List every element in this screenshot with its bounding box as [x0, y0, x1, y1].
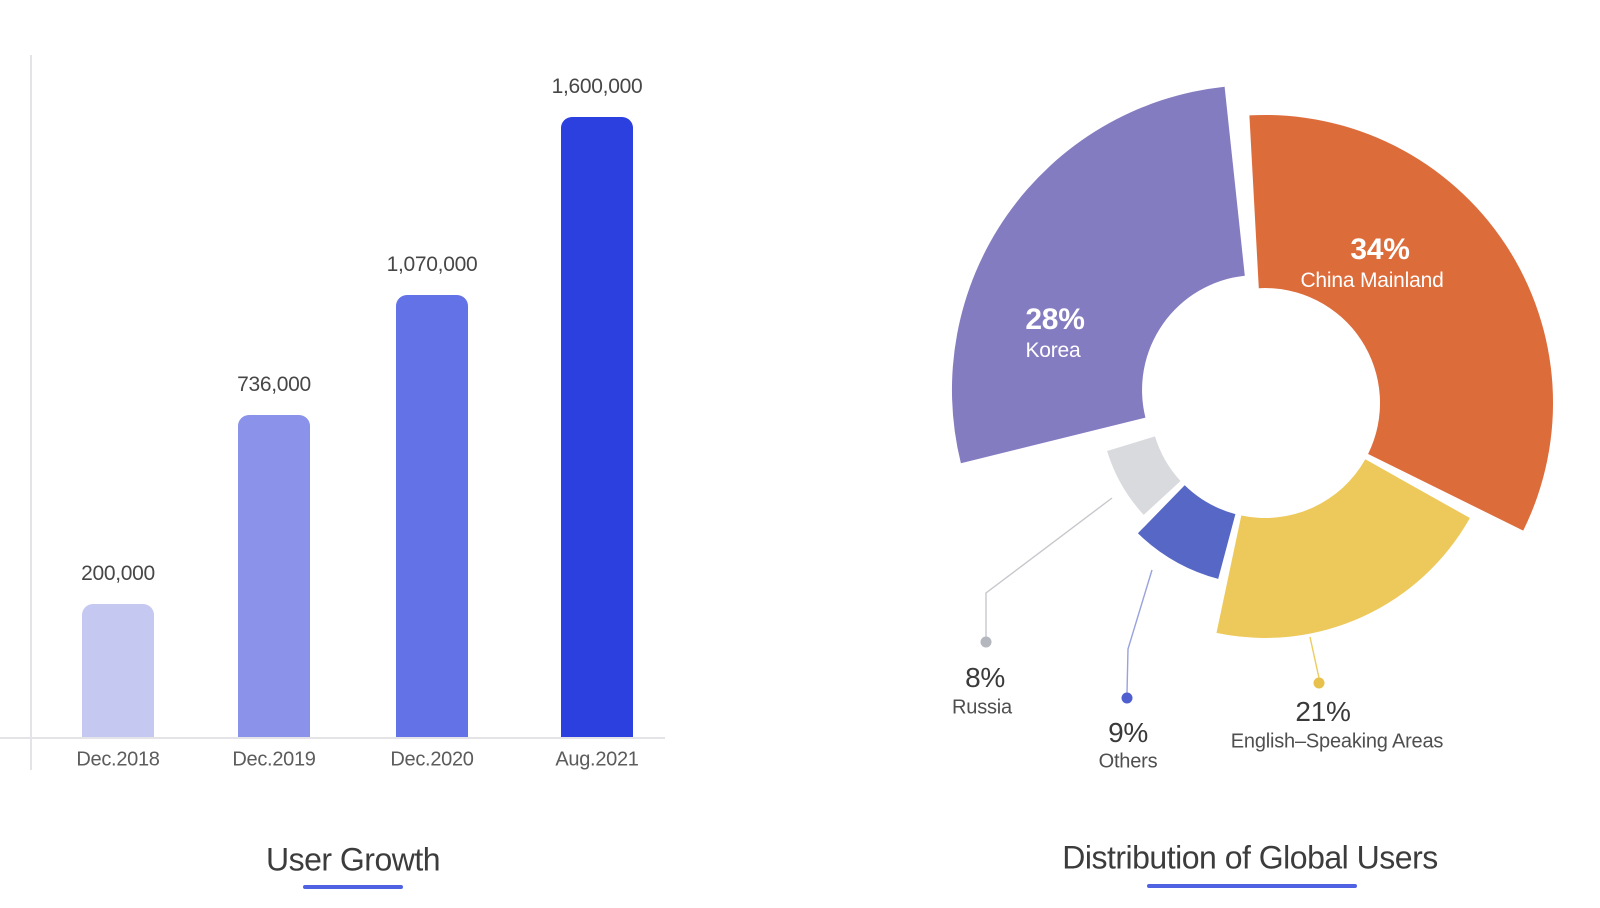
- bar-dec-2020: [396, 295, 468, 737]
- x-tick-dec-2018: Dec.2018: [76, 748, 160, 771]
- callout-line-others: [1126, 569, 1153, 694]
- callout-dot-russia: [980, 636, 992, 648]
- pie-chart-title-underline: [1147, 884, 1357, 888]
- bar-value-label-dec-2019: 736,000: [237, 373, 311, 396]
- name-label-russia: Russia: [952, 696, 1012, 719]
- bar-aug-2021: [561, 117, 633, 737]
- x-tick-aug-2021: Aug.2021: [555, 748, 639, 771]
- pie-slice-korea: [951, 86, 1245, 464]
- bar-chart-title-underline: [303, 885, 403, 889]
- pie-slice-russia: [1107, 436, 1181, 515]
- bar-value-label-aug-2021: 1,600,000: [551, 75, 643, 98]
- name-label-china-mainland: China Mainland: [1300, 269, 1444, 292]
- pie-slice-english-speaking-areas: [1216, 459, 1470, 638]
- x-axis-line: [0, 737, 665, 739]
- callout-dot-english-speaking-areas: [1313, 677, 1325, 689]
- pct-label-others: 9%: [1108, 717, 1148, 748]
- bar-value-label-dec-2020: 1,070,000: [386, 253, 478, 276]
- user-growth-bar-chart: 200,000 Dec.2018 736,000 Dec.2019 1,070,000 D…: [0, 55, 665, 889]
- pct-label-russia: 8%: [965, 662, 1005, 693]
- callout-dot-others: [1121, 692, 1133, 704]
- bar-chart-title: User Growth: [265, 841, 441, 878]
- x-tick-dec-2019: Dec.2019: [232, 748, 316, 771]
- pct-label-china-mainland: 34%: [1350, 233, 1410, 266]
- bar-dec-2019: [238, 415, 310, 737]
- global-users-rose-chart: 34% China Mainland 21% English–Speaking Are…: [800, 0, 1600, 908]
- x-tick-dec-2020: Dec.2020: [390, 748, 474, 771]
- pct-label-english-speaking-areas: 21%: [1295, 696, 1351, 727]
- bar-value-label-dec-2018: 200,000: [81, 562, 155, 585]
- callout-line-english-speaking-areas: [1309, 636, 1320, 679]
- name-label-english-speaking-areas: English–Speaking Areas: [1230, 730, 1444, 753]
- y-axis-line: [30, 55, 32, 770]
- callout-line-russia: [985, 497, 1113, 637]
- name-label-others: Others: [1098, 750, 1158, 773]
- pie-chart-title: Distribution of Global Users: [1062, 839, 1438, 876]
- name-label-korea: Korea: [1025, 339, 1081, 362]
- rose-donut-chart: [951, 86, 1554, 704]
- pie-slice-china-mainland: [1249, 114, 1554, 531]
- pct-label-korea: 28%: [1025, 303, 1085, 336]
- pie-slice-others: [1137, 485, 1236, 579]
- bar-dec-2018: [82, 604, 154, 737]
